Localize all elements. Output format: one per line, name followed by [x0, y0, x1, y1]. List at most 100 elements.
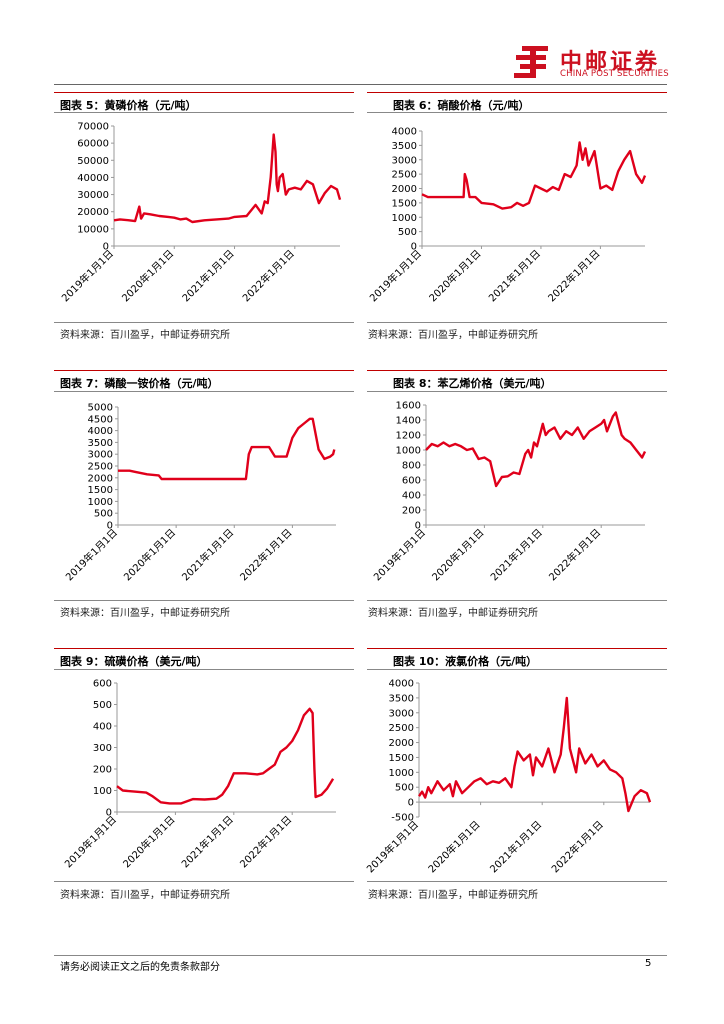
y-tick-label: 20000 — [77, 207, 109, 218]
y-tick-label: 1400 — [396, 416, 421, 427]
y-tick-label: 70000 — [77, 122, 109, 133]
y-tick-label: 400 — [93, 722, 112, 733]
y-tick-label: 4000 — [389, 679, 414, 690]
y-tick-label: 1500 — [88, 485, 113, 496]
x-tick-label: 2021年1月1日 — [487, 818, 544, 875]
y-tick-label: 200 — [402, 506, 421, 517]
panel-title-8: 图表 8：苯乙烯价格（美元/吨） — [393, 377, 552, 390]
y-tick-label: 400 — [402, 491, 421, 502]
y-tick-label: -500 — [391, 813, 414, 824]
y-tick-label: 500 — [395, 783, 414, 794]
panel-source-9: 资料来源：百川盈孚，中邮证券研究所 — [60, 890, 230, 901]
panel-source-rule-6 — [367, 322, 667, 323]
panel-rule-5-bottom — [54, 112, 354, 113]
panel-rule-9-bottom — [54, 669, 354, 670]
china-post-logo-icon — [514, 46, 548, 78]
y-tick-label: 0 — [411, 242, 417, 253]
series-line — [425, 411, 647, 488]
panel-rule-8 — [367, 370, 667, 371]
y-tick-label: 1000 — [396, 446, 421, 457]
panel-source-rule-7 — [54, 600, 354, 601]
brand-name-en: CHINA POST SECURITIES — [560, 69, 669, 79]
page-number: 5 — [645, 958, 652, 969]
y-tick-label: 600 — [402, 476, 421, 487]
y-tick-label: 50000 — [77, 156, 109, 167]
series-line — [418, 696, 652, 813]
series-line — [421, 141, 647, 210]
panel-source-7: 资料来源：百川盈孚，中邮证券研究所 — [60, 608, 230, 619]
y-tick-label: 2500 — [389, 723, 414, 734]
panel-source-5: 资料来源：百川盈孚，中邮证券研究所 — [60, 330, 230, 341]
panel-source-8: 资料来源：百川盈孚，中邮证券研究所 — [368, 608, 538, 619]
panel-rule-6-bottom — [367, 112, 667, 113]
y-tick-label: 4000 — [392, 127, 417, 138]
footer-disclaimer: 请务必阅读正文之后的免责条款部分 — [60, 962, 220, 973]
y-tick-label: 500 — [94, 509, 113, 520]
y-tick-label: 3000 — [389, 708, 414, 719]
panel-source-6: 资料来源：百川盈孚，中邮证券研究所 — [368, 330, 538, 341]
y-tick-label: 300 — [93, 743, 112, 754]
panel-rule-5 — [54, 92, 354, 93]
header-divider — [54, 84, 667, 85]
y-tick-label: 3500 — [392, 141, 417, 152]
panel-title-10: 图表 10：液氯价格（元/吨） — [393, 655, 538, 668]
panel-source-rule-10 — [367, 881, 667, 882]
panel-title-5: 图表 5：黄磷价格（元/吨） — [60, 99, 197, 112]
y-tick-label: 1500 — [392, 198, 417, 209]
y-tick-label: 4500 — [88, 414, 113, 425]
y-tick-label: 0 — [107, 521, 113, 532]
y-tick-label: 60000 — [77, 139, 109, 150]
brand-name-cn: 中邮证券 — [560, 50, 661, 75]
y-tick-label: 1500 — [389, 753, 414, 764]
y-tick-label: 0 — [408, 798, 414, 809]
y-tick-label: 2000 — [392, 184, 417, 195]
x-tick-label: 2019年1月1日 — [364, 818, 421, 875]
y-tick-label: 0 — [415, 521, 421, 532]
panel-rule-10 — [367, 648, 667, 649]
panel-rule-7 — [54, 370, 354, 371]
panel-title-7: 图表 7：磷酸一铵价格（元/吨） — [60, 377, 219, 390]
y-tick-label: 600 — [93, 679, 112, 690]
x-tick-label: 2020年1月1日 — [425, 818, 482, 875]
y-tick-label: 10000 — [77, 224, 109, 235]
y-tick-label: 2500 — [88, 462, 113, 473]
series-line — [116, 707, 335, 805]
y-tick-label: 200 — [93, 765, 112, 776]
y-tick-label: 500 — [398, 227, 417, 238]
footer-divider — [54, 955, 667, 956]
panel-rule-9 — [54, 648, 354, 649]
y-tick-label: 0 — [106, 808, 112, 819]
x-tick-label: 2022年1月1日 — [549, 818, 606, 875]
panel-rule-10-bottom — [367, 669, 667, 670]
panel-source-rule-5 — [54, 322, 354, 323]
panel-source-10: 资料来源：百川盈孚，中邮证券研究所 — [368, 890, 538, 901]
y-tick-label: 1000 — [88, 497, 113, 508]
series-line — [118, 417, 336, 481]
panel-source-rule-9 — [54, 881, 354, 882]
panel-source-rule-8 — [367, 600, 667, 601]
panel-rule-8-bottom — [367, 391, 667, 392]
y-tick-label: 40000 — [77, 173, 109, 184]
panel-title-6: 图表 6：硝酸价格（元/吨） — [393, 99, 530, 112]
y-tick-label: 1000 — [389, 768, 414, 779]
panel-rule-6 — [367, 92, 667, 93]
y-tick-label: 4000 — [88, 426, 113, 437]
y-tick-label: 3500 — [88, 438, 113, 449]
y-tick-label: 2500 — [392, 170, 417, 181]
y-tick-label: 1000 — [392, 213, 417, 224]
y-tick-label: 3500 — [389, 693, 414, 704]
y-tick-label: 2000 — [88, 473, 113, 484]
y-tick-label: 2000 — [389, 738, 414, 749]
y-tick-label: 100 — [93, 786, 112, 797]
y-tick-label: 1600 — [396, 401, 421, 412]
y-tick-label: 3000 — [88, 450, 113, 461]
y-tick-label: 30000 — [77, 190, 109, 201]
series-line — [113, 133, 342, 224]
y-tick-label: 0 — [103, 242, 109, 253]
y-tick-label: 3000 — [392, 155, 417, 166]
